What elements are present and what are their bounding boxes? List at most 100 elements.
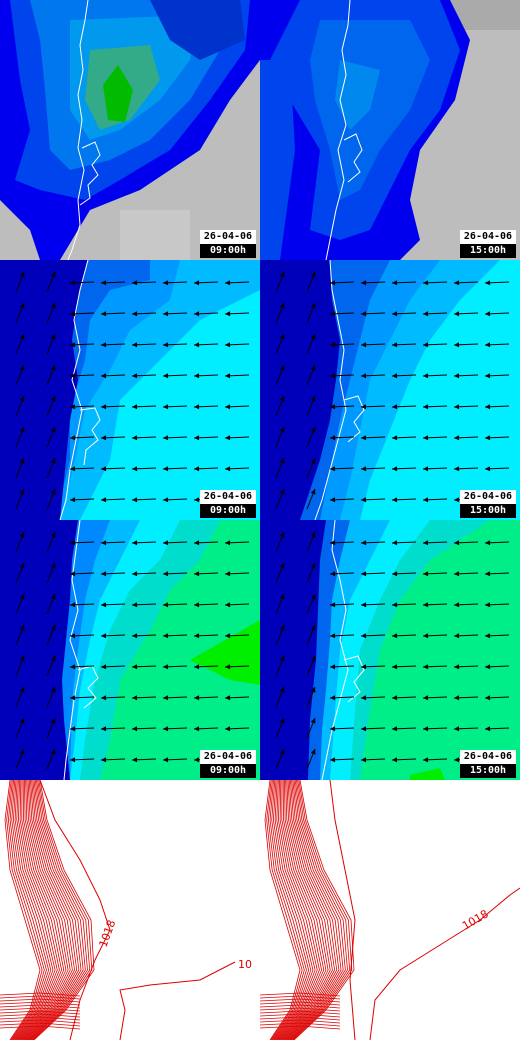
wind-arrow-head	[330, 695, 336, 701]
wind-arrow-head	[485, 466, 491, 472]
wind-arrow-head	[132, 602, 138, 608]
wind-panel-a-1500: 26-04-06 15:00h	[260, 260, 520, 520]
isobar-label: 10	[238, 958, 252, 971]
timestamp-badge: 26-04-06 15:00h	[460, 490, 516, 518]
wind-arrow-head	[132, 342, 138, 348]
wind-arrow-head	[361, 280, 367, 286]
precip-panel-0900: 26-04-06 09:00h	[0, 0, 260, 260]
wind-arrow-head	[132, 571, 138, 577]
isobar-line	[6, 780, 43, 1040]
wind-arrow-head	[225, 373, 231, 379]
wind-arrow-head	[70, 466, 76, 472]
wind-arrow-head	[70, 497, 76, 503]
wind-arrow-head	[392, 664, 398, 670]
isobar-line	[289, 780, 346, 1040]
wind-arrow-head	[392, 373, 398, 379]
wind-arrow-head	[194, 404, 200, 410]
wind-arrow-head	[70, 435, 76, 441]
wind-arrow-head	[50, 563, 56, 569]
wind-arrow-head	[310, 563, 316, 569]
wind-arrow-head	[70, 540, 76, 546]
wind-arrow-head	[225, 633, 231, 639]
wind-arrow-head	[361, 633, 367, 639]
wind-arrow-head	[310, 532, 316, 538]
wind-arrow-head	[132, 311, 138, 317]
wind-arrow-head	[19, 334, 25, 340]
wind-arrow-head	[101, 435, 107, 441]
isobar-label: 1018	[97, 918, 119, 949]
wind-arrow-head	[225, 342, 231, 348]
wind-arrow-head	[454, 373, 460, 379]
isobar-label: 1018	[460, 907, 491, 932]
wind-arrow-head	[330, 373, 336, 379]
isobar-line	[277, 780, 318, 1040]
wind-arrow-head	[70, 726, 76, 732]
isobar-line	[11, 780, 50, 1040]
wind-arrow-head	[392, 695, 398, 701]
isobar-line	[26, 780, 80, 1040]
wind-arrow-head	[194, 497, 200, 503]
wind-arrow-head	[101, 373, 107, 379]
isobar-line	[0, 1007, 81, 1012]
wind-arrow-head	[19, 594, 25, 600]
wind-map-b-0900	[0, 520, 260, 780]
wind-arrow-head	[454, 664, 460, 670]
isobar-line	[280, 780, 325, 1040]
wind-arrow-head	[194, 571, 200, 577]
wind-arrow-head	[310, 656, 316, 662]
wind-vectors	[15, 271, 250, 510]
wind-arrow-head	[101, 602, 107, 608]
wind-arrow-head	[330, 602, 336, 608]
wind-arrow-head	[163, 602, 169, 608]
isobar-line	[279, 780, 323, 1040]
isobar-line	[260, 995, 341, 1000]
isobar-line	[276, 780, 316, 1040]
wind-arrow-head	[392, 633, 398, 639]
wind-arrow-head	[485, 540, 491, 546]
wind-arrow-head	[485, 571, 491, 577]
wind-arrow-head	[485, 373, 491, 379]
wind-arrow-head	[50, 272, 56, 278]
wind-arrow-head	[163, 695, 169, 701]
wind-arrow-head	[485, 342, 491, 348]
wind-arrow-head	[101, 757, 107, 763]
wind-arrow-head	[225, 602, 231, 608]
isobar-line	[286, 780, 338, 1040]
wind-arrow-head	[194, 633, 200, 639]
wind-arrow-head	[132, 664, 138, 670]
wind-arrow-head	[423, 435, 429, 441]
wind-arrow-head	[19, 563, 25, 569]
wind-arrow-head	[225, 726, 231, 732]
wind-arrow-head	[485, 404, 491, 410]
wind-arrow-head	[330, 435, 336, 441]
wind-arrow-head	[194, 540, 200, 546]
wind-arrow-head	[423, 311, 429, 317]
wind-arrow-head	[163, 311, 169, 317]
wind-arrow-head	[101, 633, 107, 639]
wind-arrow-head	[310, 489, 316, 495]
isobar-line	[29, 780, 86, 1040]
isobar-line	[27, 780, 82, 1040]
wind-arrow-head	[70, 633, 76, 639]
wind-arrow-head	[194, 435, 200, 441]
isobar-line	[16, 780, 56, 1040]
wind-arrow-head	[132, 435, 138, 441]
isobar-line	[24, 780, 73, 1040]
wind-arrow-head	[310, 594, 316, 600]
wind-arrow-head	[225, 540, 231, 546]
wind-arrow-head	[70, 280, 76, 286]
isobar-line	[266, 780, 303, 1040]
wind-arrow-head	[392, 602, 398, 608]
wind-arrow-head	[132, 280, 138, 286]
wind-arrow-head	[485, 280, 491, 286]
wind-arrow-head	[392, 540, 398, 546]
wind-arrow-head	[194, 466, 200, 472]
wind-arrow-head	[194, 602, 200, 608]
wind-arrow-head	[423, 726, 429, 732]
wind-arrow-head	[194, 280, 200, 286]
isobar-line	[269, 780, 307, 1040]
wind-arrow-head	[454, 695, 460, 701]
isobar-line	[0, 1025, 81, 1030]
wind-arrow-head	[485, 726, 491, 732]
wind-arrow-head	[225, 466, 231, 472]
